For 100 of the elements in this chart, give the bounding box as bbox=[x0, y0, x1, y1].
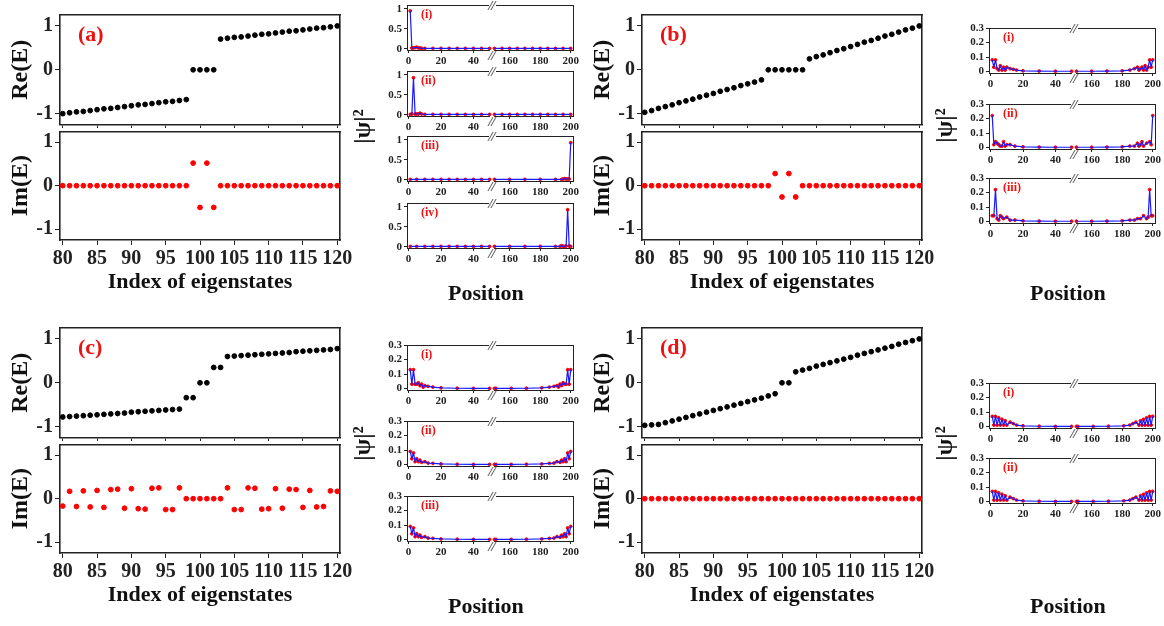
y-tick-label: 1 bbox=[396, 67, 402, 80]
x-axis-title: Index of eigenstates bbox=[107, 268, 293, 294]
chart-title: (d) bbox=[660, 333, 687, 359]
y-tick-label: 1 bbox=[625, 129, 635, 152]
y-tick-label: 1 bbox=[43, 13, 53, 36]
x-tick-label: 200 bbox=[1144, 227, 1162, 240]
x-tick-label: 90 bbox=[703, 246, 724, 269]
x-tick-label: 80 bbox=[52, 559, 73, 582]
chart-title: (i) bbox=[1003, 385, 1015, 400]
chart-title: (b) bbox=[660, 20, 687, 46]
x-tick-label: 180 bbox=[1113, 153, 1131, 166]
y-tick-label: 0.1 bbox=[970, 479, 984, 492]
y-tick-label: -1 bbox=[36, 529, 53, 552]
y-tick-label: 0.3 bbox=[970, 375, 985, 388]
y-tick-label: 0.5 bbox=[388, 219, 403, 232]
y-tick-label: 1 bbox=[43, 442, 53, 465]
y-axis-title: Im(E) bbox=[5, 155, 32, 217]
x-axis-title: Position bbox=[448, 593, 524, 619]
x-tick-label: 85 bbox=[669, 246, 690, 269]
x-tick-label: 110 bbox=[254, 246, 284, 269]
x-tick-label: 200 bbox=[1144, 507, 1162, 520]
x-axis-title: Index of eigenstates bbox=[107, 581, 293, 607]
x-tick-label: 40 bbox=[467, 252, 480, 265]
x-tick-label: 160 bbox=[501, 545, 519, 558]
x-tick-label: 200 bbox=[1144, 432, 1162, 445]
x-tick-label: 0 bbox=[405, 252, 412, 265]
x-tick-label: 0 bbox=[987, 432, 994, 445]
x-tick-label: 110 bbox=[836, 246, 866, 269]
y-tick-label: 0 bbox=[396, 41, 403, 54]
y-tick-label: 0.2 bbox=[970, 390, 985, 403]
x-tick-label: 40 bbox=[1049, 77, 1062, 90]
x-tick-label: 20 bbox=[435, 252, 448, 265]
x-tick-label: 40 bbox=[1049, 227, 1062, 240]
y-tick-label: 0.3 bbox=[970, 20, 985, 33]
x-tick-label: 0 bbox=[987, 77, 994, 90]
x-tick-label: 90 bbox=[121, 246, 142, 269]
x-tick-label: 40 bbox=[1049, 432, 1062, 445]
y-axis-title: Re(E) bbox=[587, 352, 614, 413]
x-tick-label: 85 bbox=[669, 559, 690, 582]
y-tick-label: 1 bbox=[396, 199, 402, 212]
x-axis-title: Index of eigenstates bbox=[689, 268, 875, 294]
x-tick-label: 0 bbox=[405, 54, 412, 67]
y-tick-label: 0.2 bbox=[388, 428, 403, 441]
x-tick-label: 180 bbox=[531, 470, 549, 483]
chart-title: (ii) bbox=[1003, 106, 1018, 121]
x-tick-label: 80 bbox=[634, 559, 655, 582]
y-tick-label: 1 bbox=[396, 1, 402, 14]
y-tick-label: 0 bbox=[625, 369, 635, 392]
x-tick-label: 0 bbox=[987, 227, 994, 240]
y-tick-label: 0.3 bbox=[388, 413, 403, 426]
x-tick-label: 40 bbox=[1049, 153, 1062, 166]
x-tick-label: 200 bbox=[1144, 153, 1162, 166]
x-tick-label: 40 bbox=[467, 120, 480, 133]
x-tick-label: 115 bbox=[288, 559, 318, 582]
x-tick-label: 40 bbox=[467, 54, 480, 67]
x-tick-label: 110 bbox=[254, 559, 284, 582]
y-tick-label: -1 bbox=[36, 100, 53, 123]
x-tick-label: 110 bbox=[836, 559, 866, 582]
y-tick-label: 0.2 bbox=[388, 352, 403, 365]
x-tick-label: 0 bbox=[405, 394, 412, 407]
y-tick-label: 0.2 bbox=[388, 503, 403, 516]
y-tick-label: 0 bbox=[978, 419, 985, 432]
x-tick-label: 180 bbox=[531, 394, 549, 407]
y-tick-label: 1 bbox=[625, 13, 635, 36]
chart-title: (iii) bbox=[421, 498, 439, 513]
y-axis-title: Re(E) bbox=[5, 39, 32, 100]
y-tick-label: 0 bbox=[43, 369, 53, 392]
x-tick-label: 85 bbox=[87, 559, 108, 582]
chart-title: (ii) bbox=[421, 423, 436, 438]
x-tick-label: 115 bbox=[870, 246, 900, 269]
y-axis-title: |ψ|² bbox=[930, 108, 958, 143]
y-tick-label: 0.3 bbox=[970, 96, 985, 109]
y-tick-label: 0.1 bbox=[970, 125, 984, 138]
x-tick-label: 160 bbox=[501, 54, 519, 67]
x-tick-label: 0 bbox=[405, 470, 412, 483]
x-tick-label: 0 bbox=[405, 120, 412, 133]
y-tick-label: -1 bbox=[36, 216, 53, 239]
y-axis-title: |ψ|² bbox=[348, 109, 376, 144]
y-tick-label: 0 bbox=[396, 172, 403, 185]
y-tick-label: 0.1 bbox=[970, 199, 984, 212]
x-tick-label: 180 bbox=[1113, 432, 1131, 445]
x-tick-label: 115 bbox=[288, 246, 318, 269]
chart-title: (ii) bbox=[421, 73, 436, 88]
x-tick-label: 95 bbox=[737, 559, 758, 582]
x-tick-label: 180 bbox=[531, 252, 549, 265]
x-tick-label: 160 bbox=[1083, 227, 1101, 240]
y-tick-label: 0.3 bbox=[388, 337, 403, 350]
y-tick-label: 1 bbox=[43, 326, 53, 349]
y-axis-title: |ψ|² bbox=[348, 425, 376, 461]
chart-title: (iii) bbox=[421, 138, 439, 153]
x-tick-label: 160 bbox=[501, 120, 519, 133]
x-tick-label: 95 bbox=[155, 246, 176, 269]
y-tick-label: 0.2 bbox=[970, 111, 985, 124]
x-tick-label: 180 bbox=[531, 120, 549, 133]
y-axis-title: Re(E) bbox=[5, 352, 32, 413]
x-tick-label: 160 bbox=[501, 252, 519, 265]
x-tick-label: 20 bbox=[435, 394, 448, 407]
y-tick-label: 0 bbox=[396, 107, 403, 120]
y-tick-label: 0.3 bbox=[970, 170, 985, 183]
x-tick-label: 105 bbox=[801, 559, 832, 582]
